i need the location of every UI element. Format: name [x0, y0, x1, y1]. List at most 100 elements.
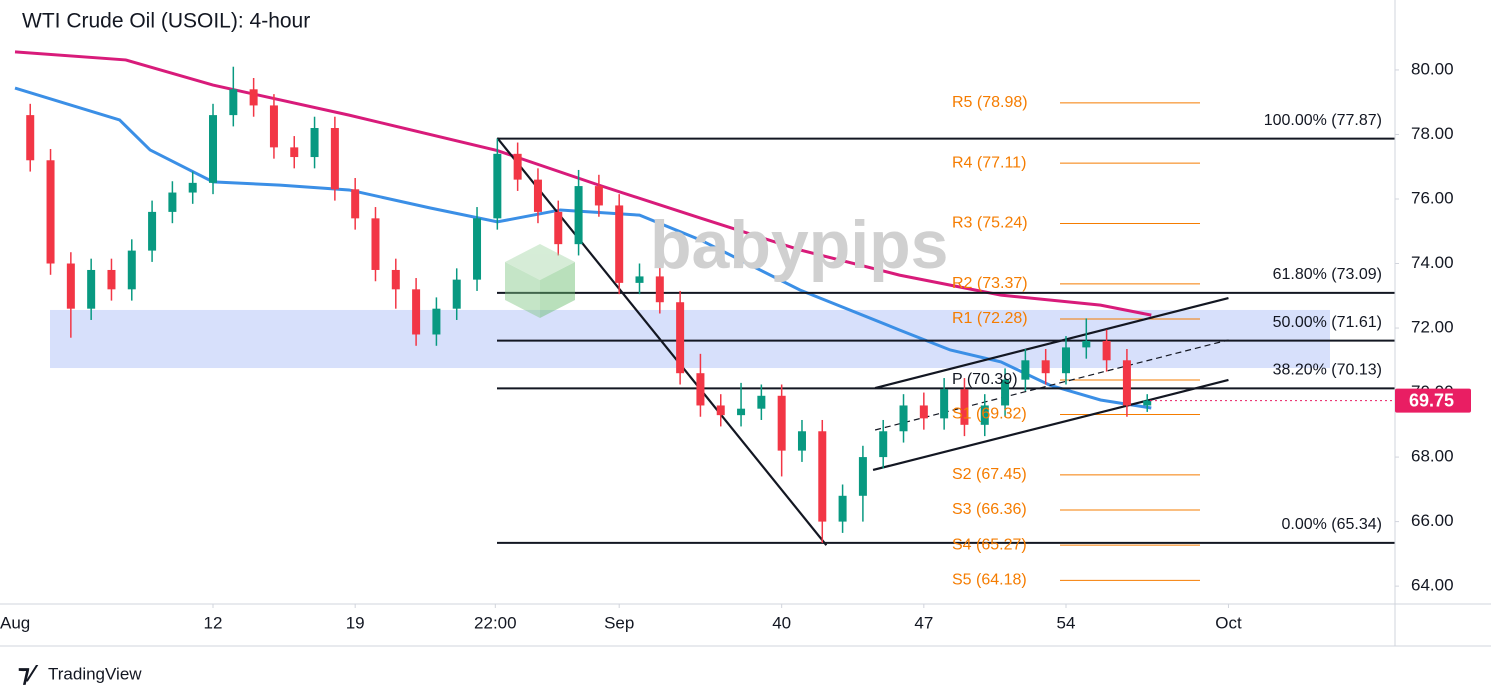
- candle-body: [696, 373, 705, 406]
- candle-body: [330, 128, 339, 190]
- x-tick-label: Aug: [0, 613, 30, 632]
- x-tick-label: 40: [772, 613, 791, 632]
- candle-body: [676, 302, 685, 374]
- x-tick-label: 54: [1057, 613, 1076, 632]
- fib-label: 50.00% (71.61): [1273, 314, 1382, 331]
- candle-body: [838, 495, 847, 522]
- candle-body: [412, 289, 421, 335]
- moving-average: [14, 50, 1152, 317]
- chart-title: WTI Crude Oil (USOIL): 4-hour: [22, 10, 310, 33]
- candle-body: [777, 395, 786, 451]
- candle-body: [1001, 379, 1010, 406]
- x-tick-label: 19: [346, 613, 365, 632]
- trendline: [496, 137, 828, 546]
- candle-body: [46, 160, 55, 264]
- logo-cube-right: [540, 262, 575, 318]
- y-tick-label: 76.00: [1411, 188, 1454, 207]
- candle-body: [980, 405, 989, 425]
- candle-body: [1041, 360, 1050, 374]
- pivot-label: S5 (64.18): [952, 572, 1027, 589]
- candle-body: [249, 89, 258, 106]
- candle-body: [127, 250, 136, 290]
- pivot-label: P (70.39): [952, 371, 1018, 388]
- pivot-label: S4 (65.27): [952, 536, 1027, 553]
- candle-body: [635, 276, 644, 283]
- y-tick-label: 68.00: [1411, 447, 1454, 466]
- candle-body: [391, 269, 400, 290]
- candle-body: [1082, 340, 1091, 348]
- candle-body: [655, 276, 664, 303]
- candle-body: [797, 431, 806, 451]
- candle-body: [513, 153, 522, 180]
- watermark-logo: [505, 244, 575, 318]
- x-tick-label: 22:00: [474, 613, 517, 632]
- x-tick-label: 12: [204, 613, 223, 632]
- candle-body: [1102, 340, 1111, 361]
- candle-body: [554, 211, 563, 245]
- candle-body: [26, 115, 35, 161]
- trendline: [872, 378, 1229, 472]
- pivot-label: R4 (77.11): [952, 154, 1026, 171]
- candle-body: [473, 218, 482, 280]
- trendline: [874, 296, 1229, 390]
- candle-body: [493, 153, 502, 219]
- candle-body: [757, 395, 766, 409]
- candle-body: [229, 89, 238, 116]
- watermark: babypips: [650, 207, 949, 283]
- candle-body: [1061, 347, 1070, 374]
- candle-body: [1021, 360, 1030, 380]
- pivot-label: S3 (66.36): [952, 501, 1027, 518]
- candle-body: [290, 147, 299, 158]
- candle-body: [351, 189, 360, 219]
- plot: [14, 50, 1395, 581]
- support-zone: [50, 309, 1330, 369]
- candle-body: [858, 457, 867, 496]
- candle-body: [594, 186, 603, 206]
- candle-body: [899, 405, 908, 432]
- candle-body: [87, 269, 96, 309]
- candle-body: [188, 182, 197, 193]
- pivot-label: R3 (75.24): [952, 215, 1028, 232]
- fib-label: 61.80% (73.09): [1273, 266, 1382, 283]
- pivot-label: R1 (72.28): [952, 310, 1028, 327]
- last-price-box: [1395, 388, 1471, 413]
- pivot-label: R2 (73.37): [952, 275, 1028, 292]
- candle-body: [148, 211, 157, 251]
- y-tick-label: 64.00: [1411, 576, 1454, 595]
- candle-body: [371, 218, 380, 270]
- fib-label: 38.20% (70.13): [1273, 362, 1382, 379]
- candle-body: [269, 105, 278, 148]
- fib-label: 0.00% (65.34): [1281, 516, 1382, 533]
- logo-cube-top: [505, 244, 575, 280]
- candle-body: [737, 408, 746, 416]
- moving-average: [14, 86, 1152, 410]
- trendline: [874, 339, 1229, 431]
- pivot-label: R5 (78.98): [952, 94, 1028, 111]
- candle-body: [1122, 360, 1131, 406]
- x-tick-label: Sep: [604, 613, 634, 632]
- candle-body: [310, 128, 319, 158]
- candle-body: [818, 431, 827, 522]
- candle-body: [960, 389, 969, 425]
- candle-body: [168, 192, 177, 212]
- candle-body: [209, 115, 218, 183]
- candle-body: [66, 263, 75, 309]
- x-tick-label: Oct: [1215, 613, 1242, 632]
- candle-body: [533, 179, 542, 212]
- footer: TradingView: [48, 664, 142, 683]
- candle-body: [940, 389, 949, 419]
- pivot-label: S1 (69.32): [952, 406, 1027, 423]
- candle-body: [1143, 400, 1152, 406]
- candle-body: [107, 269, 116, 290]
- candle-body: [879, 431, 888, 458]
- pivot-label: S2 (67.45): [952, 466, 1027, 483]
- candle-body: [432, 308, 441, 335]
- candle-body: [716, 405, 725, 416]
- last-price-label: 69.75: [1409, 390, 1454, 410]
- candle-body: [574, 186, 583, 245]
- y-tick-label: 66.00: [1411, 511, 1454, 530]
- y-tick-label: 72.00: [1411, 318, 1454, 337]
- y-tick-label: 74.00: [1411, 253, 1454, 272]
- candle-body: [919, 405, 928, 419]
